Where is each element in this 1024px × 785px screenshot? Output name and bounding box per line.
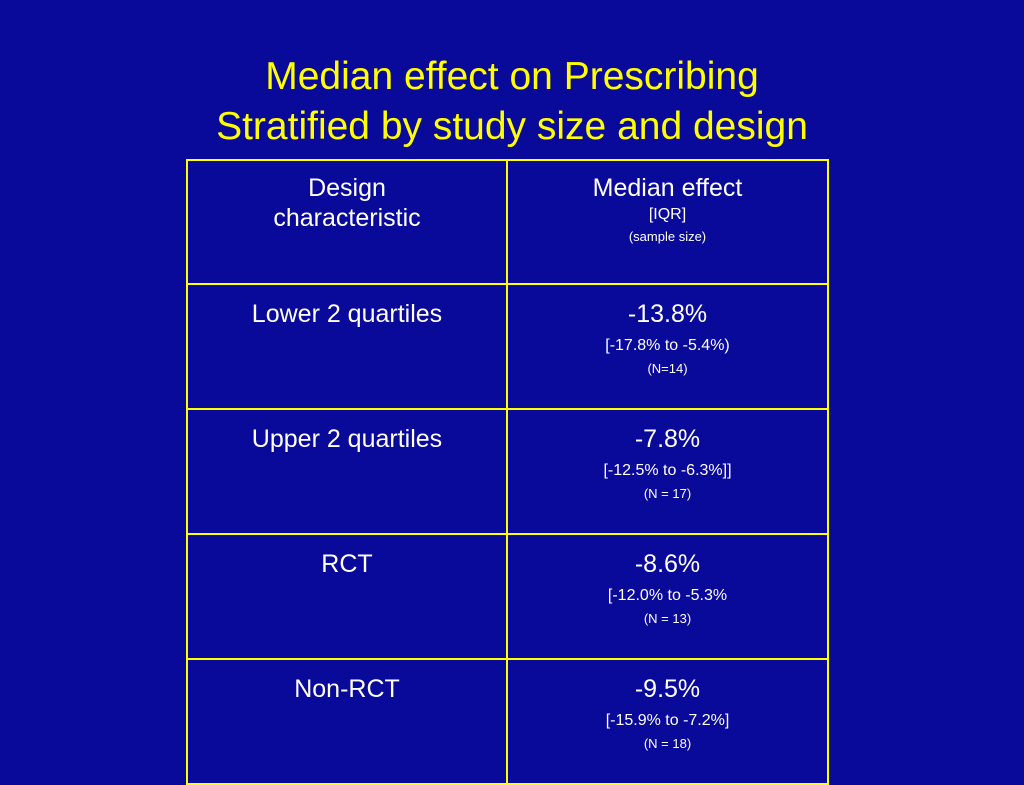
header-design-cell: Design characteristic <box>186 159 508 285</box>
row-effect-cell: -8.6% [-12.0% to -5.3% (N = 13) <box>506 533 829 660</box>
table-row: Lower 2 quartiles -13.8% [-17.8% to -5.4… <box>186 283 829 410</box>
row-sample-size: (N = 13) <box>643 611 692 626</box>
row-median: -9.5% <box>634 675 701 703</box>
table-row: RCT -8.6% [-12.0% to -5.3% (N = 13) <box>186 533 829 660</box>
row-label: RCT <box>186 533 508 660</box>
row-effect-cell: -7.8% [-12.5% to -6.3%]] (N = 17) <box>506 408 829 535</box>
header-design-line-1: Design <box>308 174 386 202</box>
row-median: -7.8% <box>634 425 701 453</box>
header-effect-sample-size: (sample size) <box>628 229 707 244</box>
row-median: -13.8% <box>627 300 708 328</box>
slide-title-line-1: Median effect on Prescribing <box>265 55 759 98</box>
row-label: Lower 2 quartiles <box>186 283 508 410</box>
results-table: Design characteristic Median effect [IQR… <box>186 159 829 785</box>
header-effect-iqr: [IQR] <box>648 206 687 223</box>
row-label: Upper 2 quartiles <box>186 408 508 535</box>
row-effect-cell: -13.8% [-17.8% to -5.4%) (N=14) <box>506 283 829 410</box>
row-sample-size: (N = 18) <box>643 736 692 751</box>
table-row: Upper 2 quartiles -7.8% [-12.5% to -6.3%… <box>186 408 829 535</box>
row-sample-size: (N=14) <box>647 361 688 376</box>
table-header-row: Design characteristic Median effect [IQR… <box>186 159 829 285</box>
row-iqr: [-12.5% to -6.3%]] <box>603 462 732 479</box>
row-iqr: [-12.0% to -5.3% <box>607 587 728 604</box>
table-row: Non-RCT -9.5% [-15.9% to -7.2%] (N = 18) <box>186 658 829 785</box>
row-median: -8.6% <box>634 550 701 578</box>
row-sample-size: (N = 17) <box>643 486 692 501</box>
slide-title: Median effect on Prescribing Stratified … <box>0 52 1024 152</box>
row-label: Non-RCT <box>186 658 508 785</box>
header-design-line-2: characteristic <box>273 204 421 232</box>
header-effect-cell: Median effect [IQR] (sample size) <box>506 159 829 285</box>
row-iqr: [-17.8% to -5.4%) <box>605 337 730 354</box>
row-effect-cell: -9.5% [-15.9% to -7.2%] (N = 18) <box>506 658 829 785</box>
header-effect-label: Median effect <box>592 174 743 202</box>
slide-title-line-2: Stratified by study size and design <box>216 105 808 148</box>
row-iqr: [-15.9% to -7.2%] <box>605 712 730 729</box>
